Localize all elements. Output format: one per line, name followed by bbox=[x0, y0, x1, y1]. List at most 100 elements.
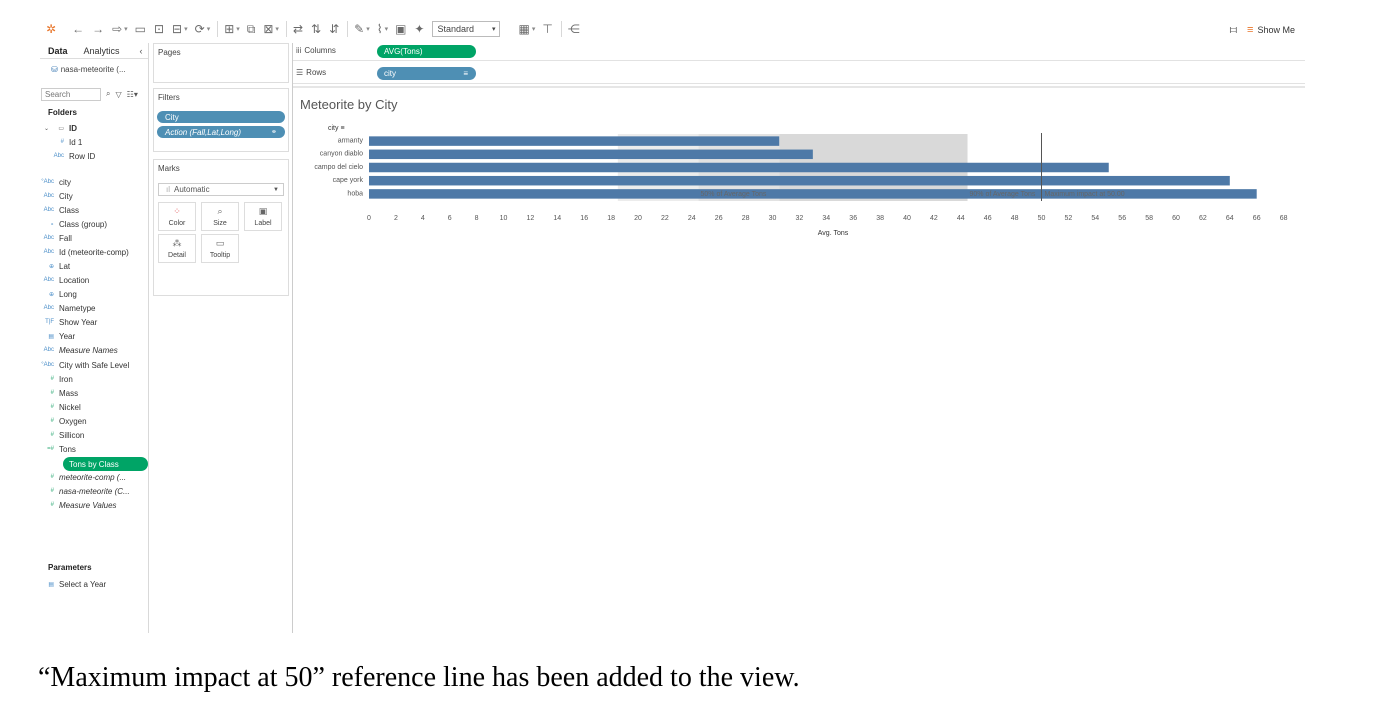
new-worksheet-dropdown-icon[interactable]: ▾ bbox=[236, 25, 240, 33]
detail-label: Detail bbox=[168, 252, 186, 259]
measure-field-item[interactable]: Tons by Class bbox=[63, 457, 148, 471]
clear-dropdown-icon[interactable]: ▾ bbox=[275, 25, 279, 33]
dimension-field-item[interactable]: ⊕ Long bbox=[40, 288, 77, 300]
mark-type-select[interactable]: ıl Automatic ▼ bbox=[158, 183, 284, 196]
category-label[interactable]: hoba bbox=[347, 190, 363, 197]
clear-sheet-icon[interactable]: ⊠ bbox=[263, 22, 274, 36]
show-cards-icon[interactable]: ▦ bbox=[518, 22, 530, 36]
view-options-icon[interactable]: ☷▾ bbox=[126, 89, 138, 99]
undo-icon[interactable]: ← bbox=[72, 22, 85, 36]
sort-ascending-icon[interactable]: ⇅ bbox=[311, 22, 322, 36]
search-input[interactable] bbox=[41, 87, 101, 101]
bar[interactable] bbox=[369, 189, 1257, 199]
dimension-field-item[interactable]: T|F Show Year bbox=[40, 316, 97, 328]
new-worksheet-icon[interactable]: ⊞ bbox=[224, 22, 235, 36]
show-labels-icon[interactable]: ▣ bbox=[395, 22, 407, 36]
chart[interactable]: city ≡ armanty canyon diablo campo del ciel… bbox=[293, 115, 1293, 240]
folder-field-item[interactable]: # Id 1 bbox=[50, 136, 83, 148]
tab-data[interactable]: Data bbox=[48, 45, 68, 56]
size-button[interactable]: ⌕ Size bbox=[201, 202, 239, 231]
bar[interactable] bbox=[369, 136, 780, 146]
rows-shelf[interactable]: ☰ Rows city ≡ bbox=[293, 65, 1305, 84]
datasource-item[interactable]: ⛁ nasa-meteorite (... bbox=[51, 65, 148, 74]
folder-field-item[interactable]: Abc Row ID bbox=[50, 150, 96, 162]
tab-analytics[interactable]: Analytics bbox=[83, 45, 120, 56]
label-button[interactable]: ▣ Label bbox=[244, 202, 282, 231]
refresh-icon[interactable]: ⟳ bbox=[194, 22, 205, 36]
detail-button[interactable]: ⁂ Detail bbox=[158, 234, 196, 263]
dimension-field-item[interactable]: ⊕ Lat bbox=[40, 260, 70, 272]
dimension-field-item[interactable]: °Abc city bbox=[40, 176, 71, 188]
measure-field-item[interactable]: # Nickel bbox=[40, 401, 81, 413]
collapse-pane-icon[interactable]: ‹ bbox=[139, 45, 143, 56]
filter-pill-city[interactable]: City bbox=[157, 111, 285, 123]
dimension-field-item[interactable]: Abc Class bbox=[40, 204, 79, 216]
row-header-city[interactable]: city ≡ bbox=[328, 125, 345, 132]
category-label[interactable]: canyon diablo bbox=[320, 151, 363, 158]
sort-descending-icon[interactable]: ⇵ bbox=[329, 22, 340, 36]
dimension-field-item[interactable]: Abc Fall bbox=[40, 232, 72, 244]
dimension-field-item[interactable]: Abc Id (meteorite-comp) bbox=[40, 246, 129, 258]
dimension-field-item[interactable]: Abc City bbox=[40, 190, 73, 202]
folder-id[interactable]: ⌄ ▭ ID bbox=[40, 122, 77, 134]
measure-field-item[interactable]: # Oxygen bbox=[40, 415, 87, 427]
presentation-mode-icon[interactable]: ⊤ bbox=[542, 22, 553, 36]
refresh-dropdown-icon[interactable]: ▾ bbox=[206, 25, 211, 33]
bar[interactable] bbox=[369, 149, 813, 160]
show-cards-dropdown-icon[interactable]: ▾ bbox=[531, 25, 536, 33]
new-datasource-icon[interactable]: ⊡ bbox=[153, 22, 165, 36]
search-row: ⌕ ▽ ☷▾ bbox=[41, 87, 146, 101]
pages-card[interactable]: Pages bbox=[153, 43, 289, 83]
x-axis-title[interactable]: Avg. Tons bbox=[818, 230, 849, 237]
x-tick-label: 20 bbox=[634, 215, 642, 222]
columns-pill-avg-tons[interactable]: AVG(Tons) bbox=[377, 45, 476, 58]
measure-field-item[interactable]: °Abc City with Safe Level bbox=[40, 359, 129, 371]
fix-axes-icon[interactable]: ✦ bbox=[414, 22, 425, 36]
book-icon[interactable]: ⧦ bbox=[1229, 22, 1238, 36]
bar[interactable] bbox=[369, 162, 1109, 173]
category-label[interactable]: armanty bbox=[338, 138, 364, 145]
category-label[interactable]: cape york bbox=[333, 177, 364, 184]
search-icon[interactable]: ⌕ bbox=[106, 89, 111, 98]
highlight-dropdown-icon[interactable]: ▾ bbox=[366, 25, 370, 33]
share-icon[interactable]: ⋲ bbox=[567, 22, 580, 36]
datasource-label: nasa-meteorite (... bbox=[60, 65, 126, 74]
dimension-field-item[interactable]: Abc Location bbox=[40, 274, 90, 286]
highlight-icon[interactable]: ✎ bbox=[354, 22, 365, 36]
measure-field-item[interactable]: # nasa-meteorite (C... bbox=[40, 485, 130, 497]
pause-updates-icon[interactable]: ⊟ bbox=[172, 22, 183, 36]
dimension-field-item[interactable]: Abc Nametype bbox=[40, 302, 96, 314]
measure-field-item[interactable]: # Measure Values bbox=[40, 499, 117, 511]
redo-icon[interactable]: → bbox=[92, 22, 105, 36]
measure-field-item[interactable]: # Mass bbox=[40, 387, 78, 399]
show-me-button[interactable]: ⧦ ≡ Show Me bbox=[1230, 22, 1295, 37]
measure-field-item[interactable]: # meteorite-comp (... bbox=[40, 471, 126, 483]
measure-field-item[interactable]: # Sillicon bbox=[40, 429, 85, 441]
color-button[interactable]: ⁘ Color bbox=[158, 202, 196, 231]
tableau-logo-icon[interactable]: ✲ bbox=[46, 22, 57, 36]
group-dropdown-icon[interactable]: ▾ bbox=[384, 25, 389, 33]
filter-pill-action[interactable]: Action (Fall,Lat,Long) ⚭ bbox=[157, 126, 285, 138]
swap-axes-icon[interactable]: ⇄ bbox=[292, 22, 303, 36]
group-icon[interactable]: ⌇ bbox=[376, 22, 383, 36]
replay-dropdown-icon[interactable]: ▾ bbox=[124, 25, 128, 33]
parameter-item[interactable]: ▤ Select a Year bbox=[40, 578, 106, 590]
duplicate-sheet-icon[interactable]: ⧉ bbox=[246, 22, 256, 36]
tooltip-button[interactable]: ▭ Tooltip bbox=[201, 234, 239, 263]
dimension-field-item[interactable]: ▤ Year bbox=[40, 330, 75, 342]
measure-field-item[interactable]: # Iron bbox=[40, 373, 73, 385]
filter-icon[interactable]: ▽ bbox=[115, 89, 122, 99]
category-label[interactable]: campo del cielo bbox=[314, 164, 363, 171]
rows-pill-city[interactable]: city ≡ bbox=[377, 67, 476, 80]
chevron-down-icon: ▼ bbox=[273, 186, 279, 193]
measure-field-item[interactable]: =# Tons bbox=[40, 443, 76, 455]
bar[interactable] bbox=[369, 175, 1230, 186]
replay-icon[interactable]: ⇨ bbox=[112, 22, 123, 36]
dimension-field-item[interactable]: ∘ Class (group) bbox=[40, 218, 107, 230]
dimension-field-item[interactable]: Abc Measure Names bbox=[40, 344, 118, 356]
field-label: nasa-meteorite (C... bbox=[59, 486, 130, 496]
pause-dropdown-icon[interactable]: ▾ bbox=[184, 25, 188, 33]
columns-shelf[interactable]: iii Columns AVG(Tons) bbox=[293, 43, 1305, 61]
fit-select[interactable]: Standard ▾ bbox=[432, 21, 501, 37]
save-icon[interactable]: ▭ bbox=[134, 22, 146, 36]
